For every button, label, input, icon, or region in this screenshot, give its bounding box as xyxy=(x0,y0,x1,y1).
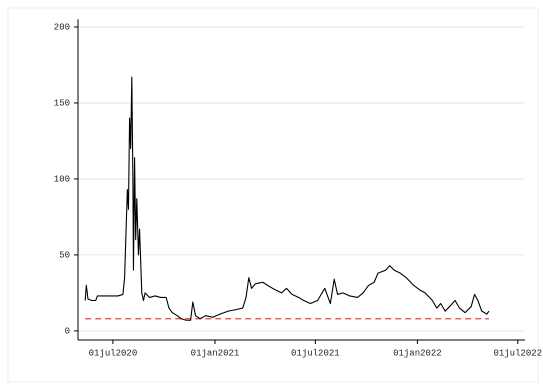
x-tick-label: 01jul2021 xyxy=(291,348,340,358)
x-tick-label: 01jan2022 xyxy=(393,348,442,358)
y-tick-label: 150 xyxy=(54,98,70,108)
x-tick-label: 01jul2020 xyxy=(89,348,138,358)
frame xyxy=(7,7,539,383)
x-tick-label: 01jan2021 xyxy=(191,348,240,358)
x-tick-label: 01jul2022 xyxy=(493,348,542,358)
y-tick-label: 100 xyxy=(54,174,70,184)
y-tick-label: 50 xyxy=(59,250,70,260)
y-tick-label: 0 xyxy=(65,326,70,336)
data-line xyxy=(84,76,490,321)
y-tick-label: 200 xyxy=(54,22,70,32)
